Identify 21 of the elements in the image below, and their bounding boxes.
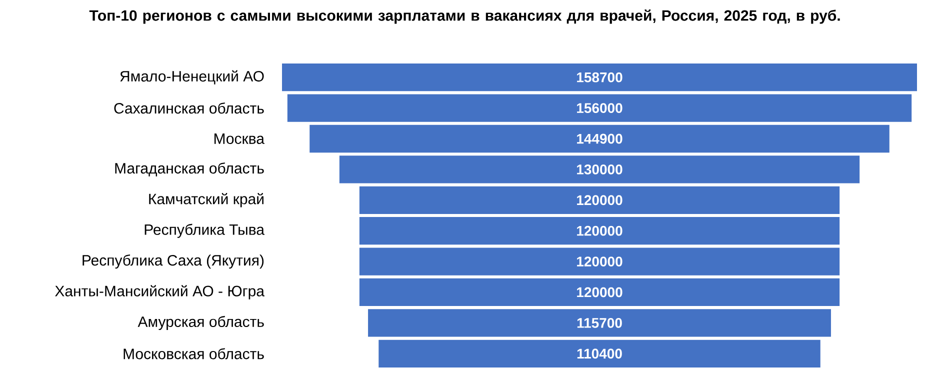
category-label: Сахалинская область: [114, 102, 264, 114]
category-label: Республика Саха (Якутия): [82, 254, 264, 269]
data-label: 156000: [577, 103, 622, 114]
data-label: 115700: [577, 318, 622, 328]
data-label: 120000: [577, 195, 622, 206]
category-label: Республика Тыва: [144, 224, 264, 238]
category-label: Магаданская область: [115, 162, 264, 176]
data-label: 110400: [577, 348, 622, 359]
data-label: 158700: [577, 72, 622, 82]
data-label: 144900: [577, 134, 622, 144]
data-label: 120000: [577, 256, 622, 267]
data-label: 120000: [577, 226, 622, 236]
data-label: 130000: [577, 164, 622, 174]
category-label: Ханты-Мансийский АО - Югра: [55, 285, 264, 300]
text: Топ-10 регионов с самыми высокими зарплатами в вакансиях для врачей, Россия, 2025 год, в руб.: [89, 10, 840, 24]
category-label: Москва: [214, 134, 264, 144]
data-label: 120000: [577, 287, 622, 298]
category-label: Камчатский край: [149, 193, 264, 208]
category-label: Амурская область: [138, 316, 264, 330]
category-label: Московская область: [124, 348, 264, 360]
category-label: Ямало-Ненецкий АО: [120, 70, 264, 84]
